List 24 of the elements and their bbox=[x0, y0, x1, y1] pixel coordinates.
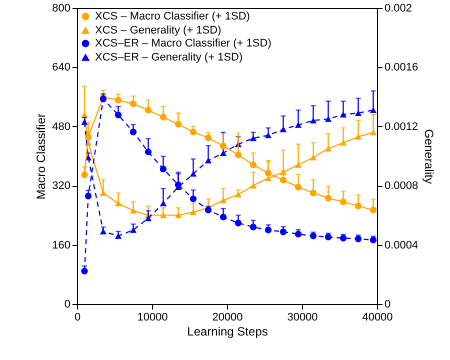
x-tick-label: 20000 bbox=[212, 312, 243, 324]
y-tick-label: 800 bbox=[52, 2, 70, 14]
y-tick-label: 320 bbox=[52, 180, 70, 192]
y2-tick-label: 0.0012 bbox=[384, 120, 418, 133]
y2-tick-label: 0.0008 bbox=[384, 180, 418, 192]
x-axis-title: Learning Steps bbox=[187, 324, 268, 338]
y-tick-label: 480 bbox=[52, 120, 70, 133]
y-axis-title: Macro Classifier bbox=[34, 113, 48, 200]
x-tick-label: 30000 bbox=[287, 312, 318, 324]
y2-tick-label: 0.002 bbox=[384, 2, 412, 14]
y-tick-label: 0 bbox=[64, 298, 70, 310]
y2-axis-title: Generality bbox=[422, 129, 436, 184]
y2-tick-label: 0.0016 bbox=[384, 62, 418, 74]
legend-label: XCS–ER – Generality (+ 1SD) bbox=[95, 52, 243, 64]
legend-label: XCS – Macro Classifier (+ 1SD) bbox=[95, 10, 250, 22]
y2-tick-label: 0 bbox=[384, 298, 391, 310]
y2-tick-label: 0.0004 bbox=[384, 239, 418, 252]
y-tick-label: 160 bbox=[52, 239, 70, 252]
x-tick-label: 10000 bbox=[137, 312, 168, 324]
legend-label: XCS–ER – Macro Classifier (+ 1SD) bbox=[95, 38, 272, 50]
legend-label: XCS – Generality (+ 1SD) bbox=[95, 24, 222, 36]
x-tick-label: 0 bbox=[74, 312, 81, 324]
x-tick-label: 40000 bbox=[362, 312, 393, 324]
y-tick-label: 640 bbox=[52, 62, 70, 74]
